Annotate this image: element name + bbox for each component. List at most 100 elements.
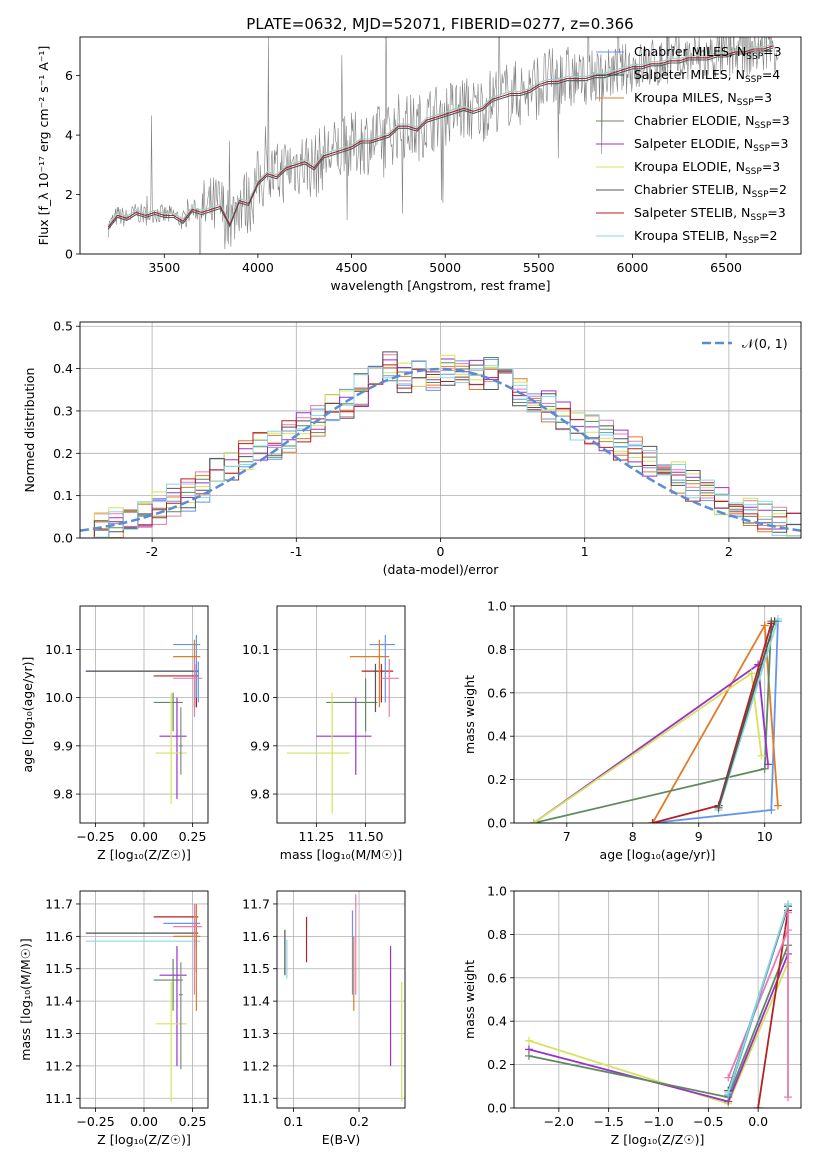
x-tick-label: 0.1 [283, 1114, 303, 1129]
panel-mass_vs_Z: −0.25 0.00 0.25 11.1 11.2 11.3 11.4 11.5 11.6 11.… [18, 890, 209, 1147]
plot-area [80, 351, 801, 538]
y-tick-label: 0.5 [53, 319, 73, 334]
histogram-step [80, 354, 801, 538]
weight-marker [764, 760, 773, 769]
y-tick-label: 9.8 [53, 787, 73, 802]
y-axis-label: Normed distribution [22, 368, 37, 493]
y-tick-label: 6 [65, 68, 73, 83]
y-tick-label: 11.7 [45, 896, 73, 911]
y-tick-label: 11.1 [45, 1091, 73, 1106]
axes-frame [79, 36, 802, 255]
y-tick-label: 9.9 [53, 738, 73, 753]
weight-marker [784, 908, 793, 917]
y-tick-label: 11.3 [45, 1026, 73, 1041]
weight-marker [714, 803, 723, 812]
x-axis-label: (data-model)/error [383, 562, 500, 577]
axes-frame [79, 890, 209, 1109]
axes-frame [79, 605, 209, 824]
x-axis-label: wavelength [Angstrom, rest frame] [330, 278, 550, 293]
legend-entry: Kroupa STELIB, NSSP=2 [634, 228, 778, 246]
x-tick-label: 0.25 [179, 1114, 207, 1129]
model-line [107, 43, 774, 226]
panel-residuals: -2 -1 0 1 2 0.0 0.1 0.2 0.3 0.4 0.5 (data-model)/er… [22, 319, 802, 577]
panel-spectrum: 3500 4000 4500 5000 5500 6000 6500 0 2 4 6 waveleng… [36, 36, 802, 293]
legend-entry: Chabrier ELODIE, NSSP=3 [634, 113, 790, 131]
y-tick-label: 0.8 [487, 927, 507, 942]
model-line [107, 47, 774, 230]
x-tick-label: 0.2 [349, 1114, 369, 1129]
panel-mass_weight_vs_age: 7 8 9 10 0.0 0.2 0.4 0.6 0.8 1.0 age [log₁₀(age/yr… [462, 599, 802, 862]
model-line [107, 45, 774, 228]
x-axis-label: Z [log₁₀(Z/Z☉)] [97, 1132, 191, 1147]
y-tick-label: 10.0 [45, 690, 73, 705]
y-tick-label: 2 [65, 187, 73, 202]
x-tick-label: 6500 [710, 260, 742, 275]
y-tick-label: 0.4 [53, 361, 73, 376]
weight-line [533, 671, 763, 823]
weight-line [727, 903, 789, 1094]
weight-line [651, 622, 779, 823]
x-tick-label: −2.0 [544, 1114, 574, 1129]
axes-frame [276, 890, 406, 1109]
y-tick-label: 10.1 [242, 642, 270, 657]
x-tick-label: 8 [629, 829, 637, 844]
legend-entry: Salpeter STELIB, NSSP=3 [634, 205, 786, 223]
weight-line [533, 621, 773, 823]
x-axis-label: Z [log₁₀(Z/Z☉)] [611, 1132, 705, 1147]
x-tick-label: 0.0 [748, 1114, 768, 1129]
weight-marker [784, 900, 793, 909]
y-tick-label: 0.2 [487, 772, 507, 787]
x-tick-label: 1 [581, 544, 589, 559]
y-tick-label: 0.0 [487, 816, 507, 831]
y-tick-label: 0.8 [487, 642, 507, 657]
plot-area [524, 900, 793, 1108]
y-tick-label: 1.0 [487, 599, 507, 614]
axes-frame [276, 605, 406, 824]
x-tick-label: 3500 [148, 260, 180, 275]
y-tick-label: 11.6 [242, 929, 270, 944]
weight-marker [524, 1036, 533, 1045]
y-tick-label: 0.3 [53, 403, 73, 418]
weight-marker [724, 1073, 733, 1082]
y-tick-label: 11.3 [242, 1026, 270, 1041]
x-tick-label: 6000 [617, 260, 649, 275]
axes-frame [513, 890, 802, 1109]
y-axis-label: mass weight [462, 960, 477, 1039]
y-tick-label: 11.5 [242, 961, 270, 976]
y-axis-label: age [log₁₀(age/yr)] [20, 657, 35, 773]
panel-mass_vs_EBV: 0.1 0.2 11.1 11.2 11.3 11.4 11.5 11.6 11.7 E(B-V) [242, 890, 406, 1147]
y-tick-label: 0.4 [487, 1014, 507, 1029]
x-tick-label: 7 [563, 829, 571, 844]
x-tick-label: 10 [757, 829, 773, 844]
weight-marker [773, 801, 782, 810]
y-axis-label: mass [log₁₀(M/M☉)] [18, 938, 33, 1060]
x-tick-label: −1.0 [643, 1114, 673, 1129]
y-tick-label: 9.8 [250, 787, 270, 802]
legend-entry: Kroupa MILES, NSSP=3 [634, 90, 772, 108]
x-tick-label: 2 [725, 544, 733, 559]
legend-entry: Chabrier STELIB, NSSP=2 [634, 182, 787, 200]
y-tick-label: 10.1 [45, 642, 73, 657]
x-tick-label: 11.25 [298, 829, 334, 844]
y-tick-label: 11.6 [45, 929, 73, 944]
legend-entry: Salpeter MILES, NSSP=4 [634, 67, 780, 85]
x-tick-label: 0.25 [179, 829, 207, 844]
x-tick-label: 0.00 [130, 1114, 158, 1129]
x-tick-label: 0.00 [130, 829, 158, 844]
legend-entry: Kroupa ELODIE, NSSP=3 [634, 159, 780, 177]
y-tick-label: 9.9 [250, 738, 270, 753]
x-tick-label: 5000 [429, 260, 461, 275]
weight-marker [760, 764, 769, 773]
weight-marker [767, 805, 776, 814]
y-tick-label: 11.2 [242, 1058, 270, 1073]
y-tick-label: 0.6 [487, 685, 507, 700]
weight-line [717, 620, 776, 809]
y-tick-label: 11.1 [242, 1091, 270, 1106]
x-tick-label: −0.5 [693, 1114, 723, 1129]
plot-area [107, 37, 779, 254]
weight-marker [760, 621, 769, 630]
x-tick-label: 11.50 [348, 829, 384, 844]
plot-area [284, 894, 403, 1102]
weight-line [717, 618, 779, 811]
y-tick-label: 4 [65, 128, 73, 143]
